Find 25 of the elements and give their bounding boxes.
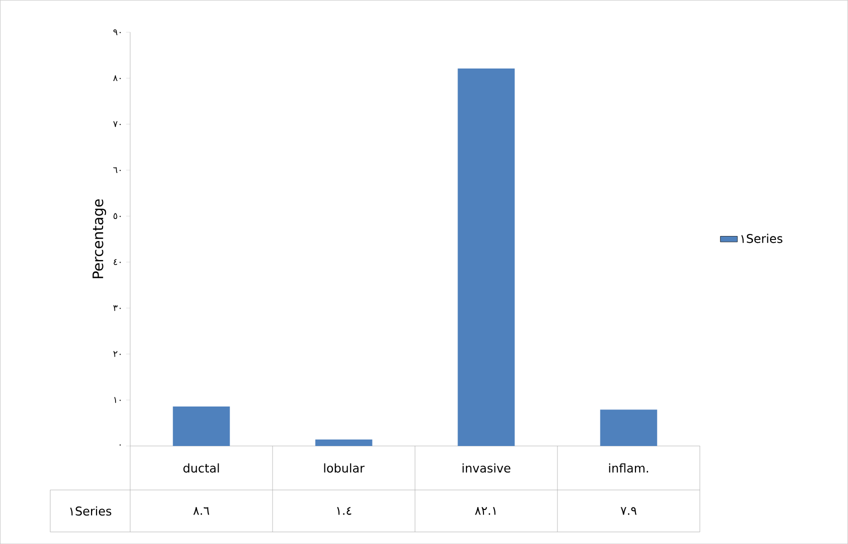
y-axis-title: Percentage: [92, 199, 106, 278]
data-label: ٨٢.١: [475, 507, 496, 515]
x-tick-label: ductal: [183, 463, 219, 473]
y-tick-label: ٢٠: [113, 351, 121, 357]
y-tick-label: ٤٠: [114, 259, 121, 265]
y-tick-label: ١٠: [114, 397, 121, 403]
bar: [600, 410, 658, 446]
text: ١Series: [70, 506, 112, 516]
x-tick-label: invasive: [462, 463, 510, 473]
x-tick-label: lobular: [324, 463, 365, 473]
y-tick-label: ٣٠: [113, 305, 121, 311]
data-label: ١.٤: [337, 506, 352, 515]
y-tick-label: ٠: [120, 444, 121, 446]
legend-label: ١Series: [741, 234, 782, 244]
bar: [458, 68, 515, 446]
data-label: ٧.٩: [620, 507, 636, 515]
bar: [315, 439, 372, 446]
y-tick-label: ٩٠: [113, 29, 121, 36]
y-tick-label: ٦٠: [113, 167, 121, 173]
y-tick-label: ٨٠: [113, 75, 121, 81]
y-tick-label: ٧٠: [113, 121, 121, 127]
y-tick-label: ٥٠: [114, 213, 121, 219]
bar: [172, 406, 230, 446]
data-label: ٨.٦: [193, 507, 210, 515]
x-tick-label: inflam.: [609, 463, 648, 473]
